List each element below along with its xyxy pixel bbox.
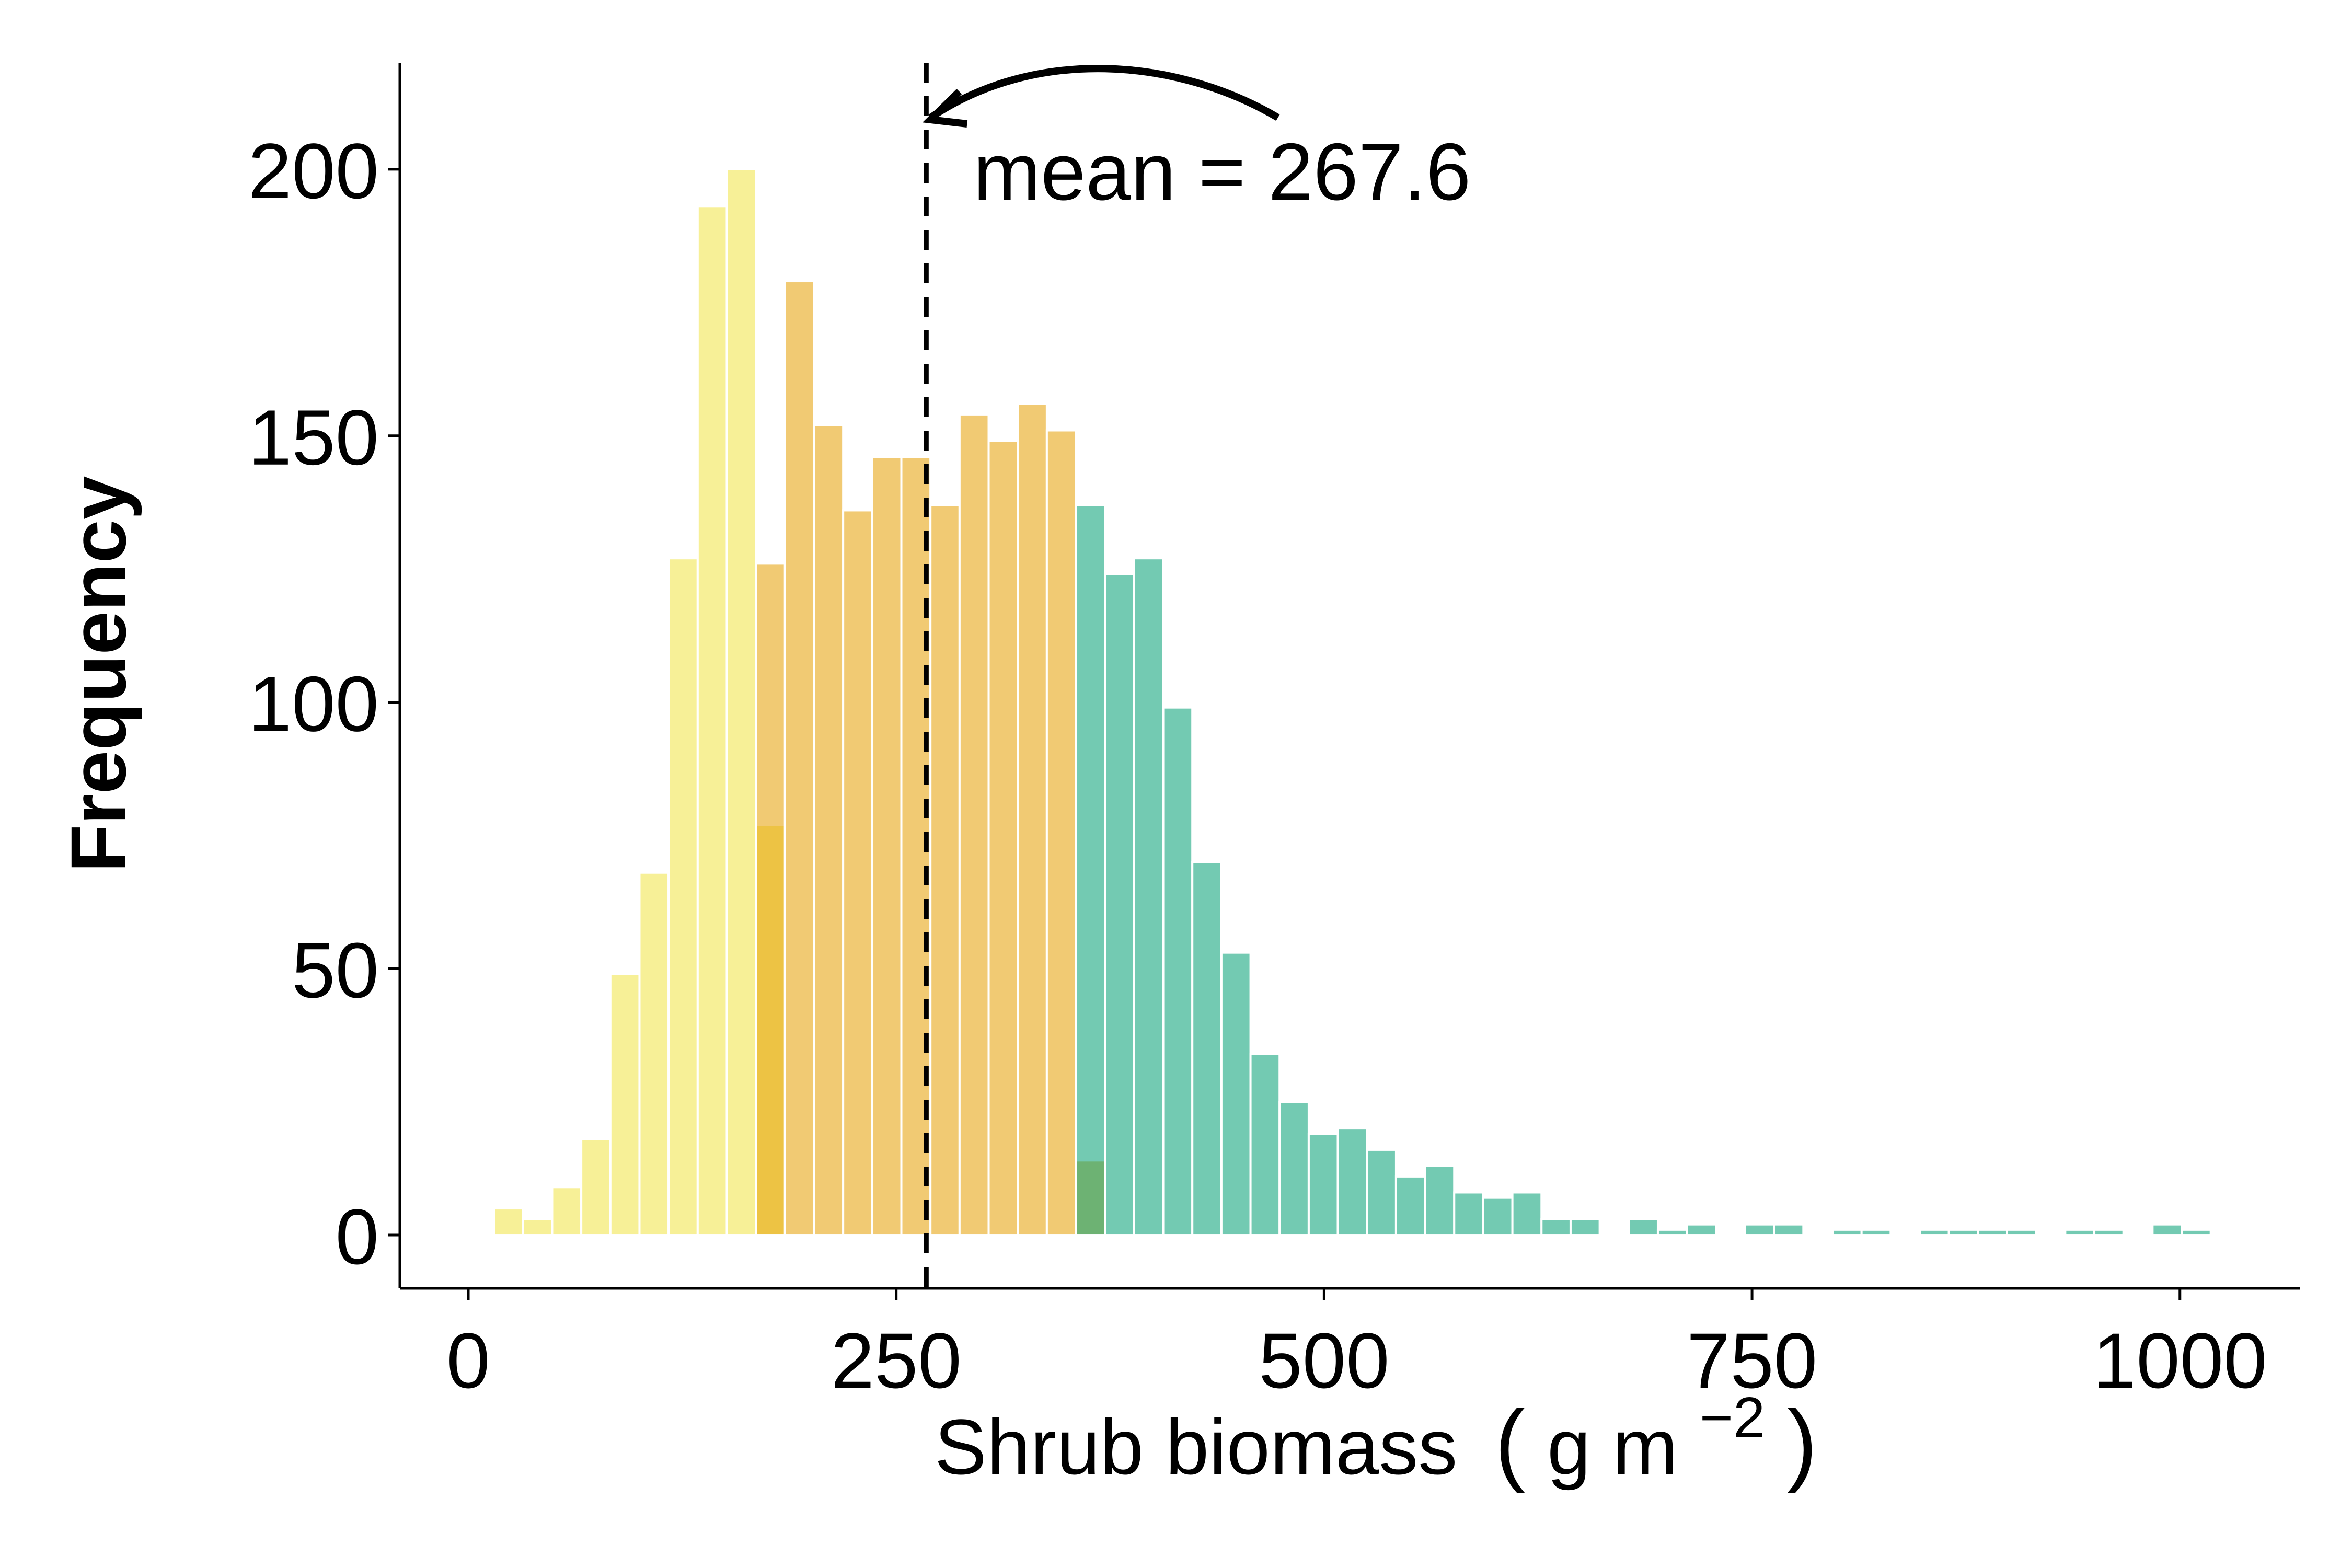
- x-axis-title: Shrub biomass ( g m −2 ): [935, 1366, 1817, 1494]
- histogram-bar-high-1: [1104, 573, 1135, 1237]
- histogram-bar-high-11: [1394, 1175, 1426, 1237]
- histogram-bar-high-2: [1133, 557, 1165, 1237]
- x-axis-title-label: Shrub biomass: [935, 1403, 1458, 1491]
- histogram-bar-low-6: [667, 557, 699, 1237]
- histogram-bar-high-18: [1628, 1218, 1659, 1237]
- histogram-bar-high-14: [1482, 1196, 1514, 1237]
- histogram-bar-medium-7: [958, 413, 990, 1237]
- y-tick-label: 50: [292, 926, 379, 1014]
- x-axis-unit-base: g m: [1547, 1403, 1678, 1491]
- histogram-bar-high-3: [1162, 706, 1194, 1237]
- histogram-bar-medium-2: [813, 424, 845, 1237]
- x-tick-label: 500: [1259, 1317, 1389, 1404]
- histogram-bar-medium-1: [783, 280, 815, 1237]
- histogram-bar-high-28: [2006, 1228, 2037, 1237]
- histogram-bar-high-26: [1947, 1228, 1979, 1237]
- mean-annotation: mean = 267.6: [973, 126, 1471, 217]
- annotation-arrow: [928, 65, 1280, 121]
- histogram-bar-low-2: [551, 1186, 583, 1237]
- y-axis-ticks: 0 50 100 150 200: [248, 127, 400, 1281]
- histogram-bar-high-21: [1744, 1223, 1775, 1237]
- y-tick-label: 150: [248, 394, 379, 481]
- histogram-bar-high-17: [1569, 1218, 1601, 1237]
- histogram-bar-high-12: [1424, 1165, 1456, 1237]
- histogram-bar-high-6: [1249, 1053, 1281, 1237]
- x-axis-unit-close-paren: ): [1787, 1392, 1817, 1494]
- histogram-bar-high-8: [1307, 1133, 1339, 1237]
- histogram-bar-high-7: [1278, 1101, 1310, 1237]
- histogram-bar-medium-9: [1017, 402, 1048, 1237]
- histogram-bar-high-25: [1919, 1228, 1950, 1237]
- histogram-bar-low-5: [638, 871, 670, 1237]
- histogram-bar-low-7: [696, 205, 728, 1237]
- histogram-bar-medium-3: [842, 509, 873, 1237]
- histogram-bar-medium-0: [755, 562, 786, 1237]
- x-tick-label: 0: [446, 1317, 490, 1404]
- histogram-bar-high-5: [1220, 951, 1252, 1237]
- histogram-bar-medium-8: [987, 440, 1019, 1237]
- histogram-bar-high-15: [1511, 1191, 1543, 1237]
- histogram-bar-high-24: [1860, 1228, 1892, 1237]
- histogram-bars: [493, 168, 2212, 1237]
- x-tick-label: 250: [831, 1317, 962, 1404]
- histogram-bar-low-0: [493, 1207, 524, 1237]
- histogram-bar-high-27: [1977, 1228, 2009, 1237]
- histogram-bar-high-13: [1453, 1191, 1484, 1237]
- x-tick-label: 750: [1687, 1317, 1817, 1404]
- histogram-bar-high-19: [1656, 1228, 1688, 1237]
- histogram-bar-low-3: [580, 1138, 612, 1237]
- histogram-bar-medium-10: [1045, 429, 1077, 1237]
- histogram-bar-high-20: [1686, 1223, 1717, 1237]
- histogram-bar-high-4: [1191, 861, 1223, 1237]
- x-axis-ticks: 0 250 500 750 1000: [446, 1288, 2267, 1404]
- y-tick-label: 0: [336, 1193, 379, 1281]
- histogram-bar-low-8: [725, 168, 757, 1237]
- y-tick-label: 200: [248, 127, 379, 215]
- histogram-bar-high-23: [1831, 1228, 1863, 1237]
- histogram-bar-high-29: [2064, 1228, 2096, 1237]
- x-tick-label: 1000: [2093, 1317, 2267, 1404]
- histogram-bar-medium-4: [871, 456, 903, 1237]
- histogram-bar-high-9: [1336, 1127, 1368, 1237]
- histogram-bar-high-0: [1075, 504, 1106, 1237]
- histogram-bar-high-31: [2151, 1223, 2183, 1237]
- x-axis-unit-open-paren: (: [1495, 1392, 1525, 1494]
- annotation-arrow-head: [922, 89, 968, 128]
- histogram-bar-high-16: [1540, 1218, 1572, 1237]
- histogram-bar-high-22: [1773, 1223, 1805, 1237]
- x-axis-unit-exponent: −2: [1700, 1386, 1765, 1450]
- histogram-bar-low-4: [609, 973, 641, 1237]
- y-tick-label: 100: [248, 660, 379, 747]
- histogram-bar-high-10: [1366, 1148, 1397, 1237]
- histogram-bar-high-30: [2093, 1228, 2125, 1237]
- histogram-bar-high-32: [2181, 1228, 2212, 1237]
- histogram-bar-low-1: [522, 1218, 554, 1237]
- histogram-bar-medium-6: [929, 504, 961, 1237]
- y-axis-title: Frequency: [54, 476, 142, 873]
